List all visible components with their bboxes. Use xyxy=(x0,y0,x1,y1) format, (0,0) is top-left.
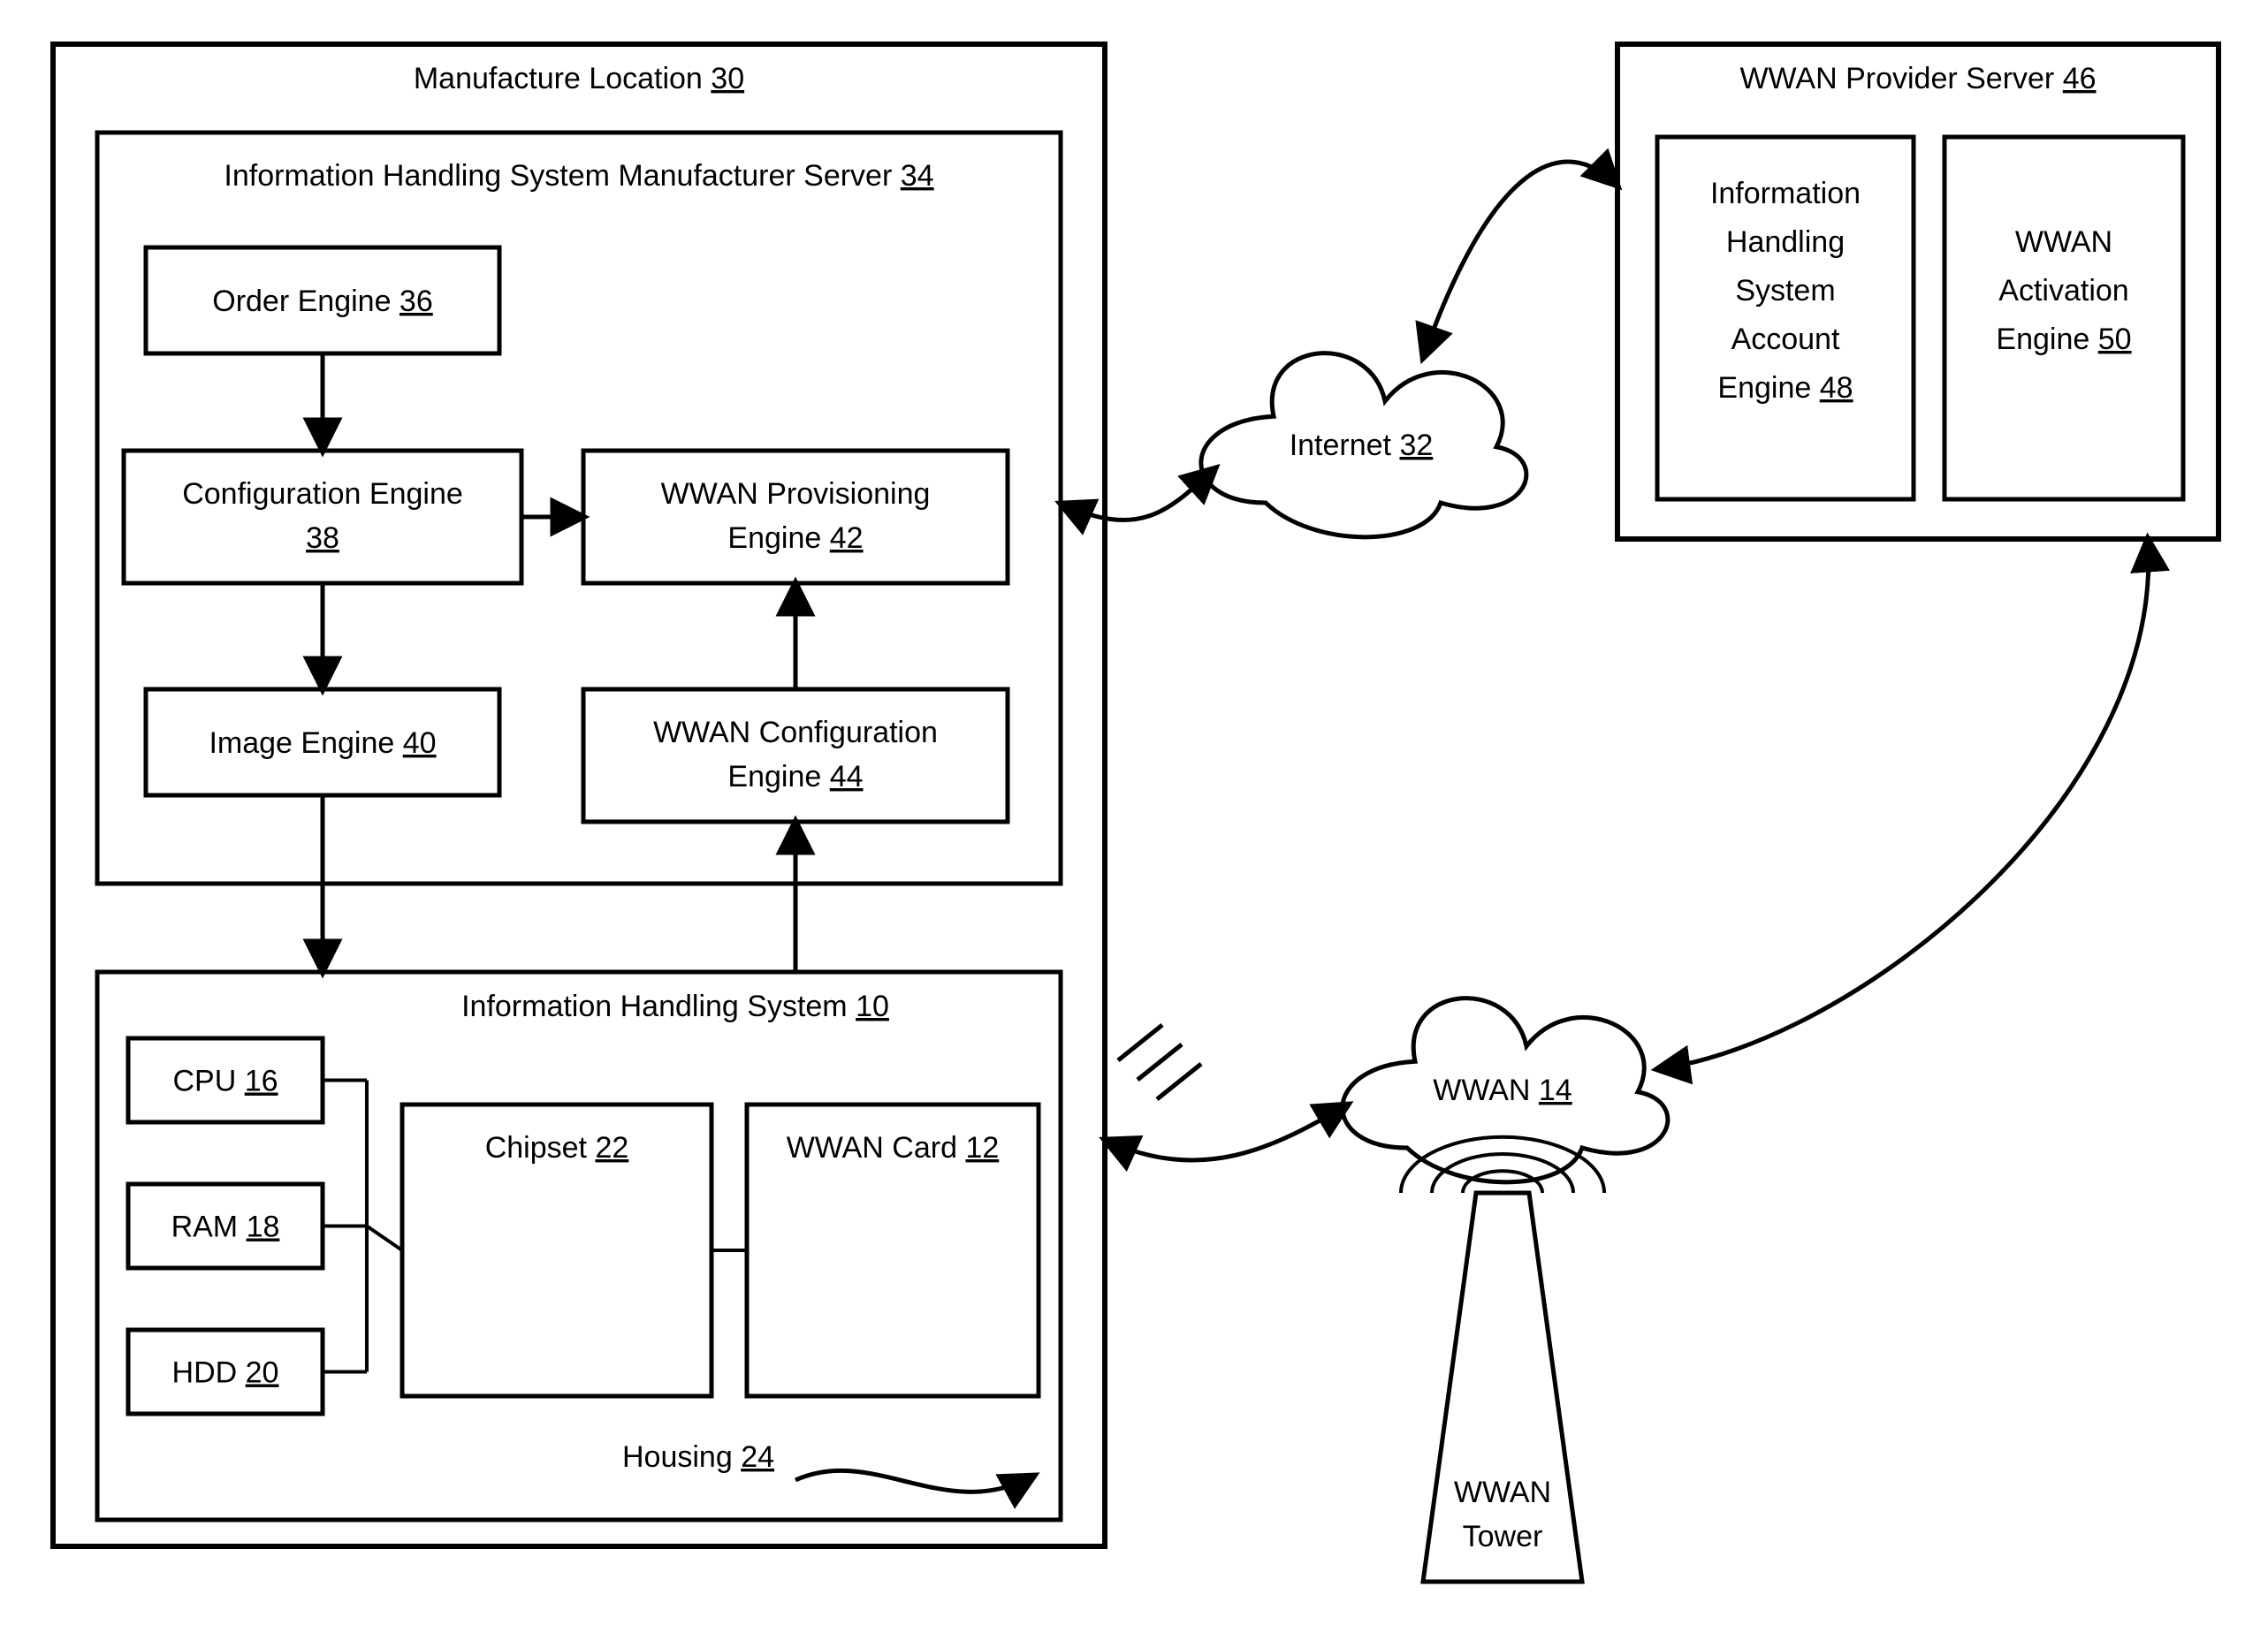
svg-text:Activation: Activation xyxy=(1998,274,2128,308)
svg-text:Information: Information xyxy=(1710,177,1861,210)
svg-text:RAM 18: RAM 18 xyxy=(171,1211,280,1244)
svg-text:Tower: Tower xyxy=(1463,1520,1543,1553)
svg-text:Information Handling System Ma: Information Handling System Manufacturer… xyxy=(224,159,933,193)
svg-text:Housing 24: Housing 24 xyxy=(622,1440,774,1474)
svg-text:HDD 20: HDD 20 xyxy=(172,1356,279,1390)
svg-text:Engine 48: Engine 48 xyxy=(1717,371,1853,405)
svg-text:Manufacture Location 30: Manufacture Location 30 xyxy=(414,62,744,95)
svg-text:Chipset 22: Chipset 22 xyxy=(485,1131,629,1165)
svg-text:Engine 44: Engine 44 xyxy=(727,760,863,793)
svg-text:Configuration Engine: Configuration Engine xyxy=(182,477,463,511)
svg-text:WWAN: WWAN xyxy=(1454,1476,1551,1509)
svg-text:Image Engine 40: Image Engine 40 xyxy=(209,726,436,760)
svg-text:38: 38 xyxy=(306,521,339,555)
svg-text:Internet 32: Internet 32 xyxy=(1290,429,1434,462)
svg-text:WWAN Configuration: WWAN Configuration xyxy=(653,716,938,749)
svg-text:WWAN 14: WWAN 14 xyxy=(1433,1074,1572,1107)
svg-text:Account: Account xyxy=(1731,323,1840,356)
svg-text:CPU 16: CPU 16 xyxy=(172,1065,278,1098)
svg-text:Engine 42: Engine 42 xyxy=(727,521,863,555)
svg-text:WWAN Provisioning: WWAN Provisioning xyxy=(661,477,931,511)
svg-text:Engine 50: Engine 50 xyxy=(1996,323,2131,356)
svg-text:WWAN Card 12: WWAN Card 12 xyxy=(787,1131,1000,1165)
svg-text:Information Handling System 10: Information Handling System 10 xyxy=(461,990,889,1023)
svg-text:System: System xyxy=(1735,274,1835,308)
svg-text:Handling: Handling xyxy=(1726,225,1845,259)
svg-text:WWAN: WWAN xyxy=(2015,225,2112,259)
svg-text:WWAN Provider Server 46: WWAN Provider Server 46 xyxy=(1739,62,2096,95)
svg-text:Order Engine 36: Order Engine 36 xyxy=(212,285,433,318)
